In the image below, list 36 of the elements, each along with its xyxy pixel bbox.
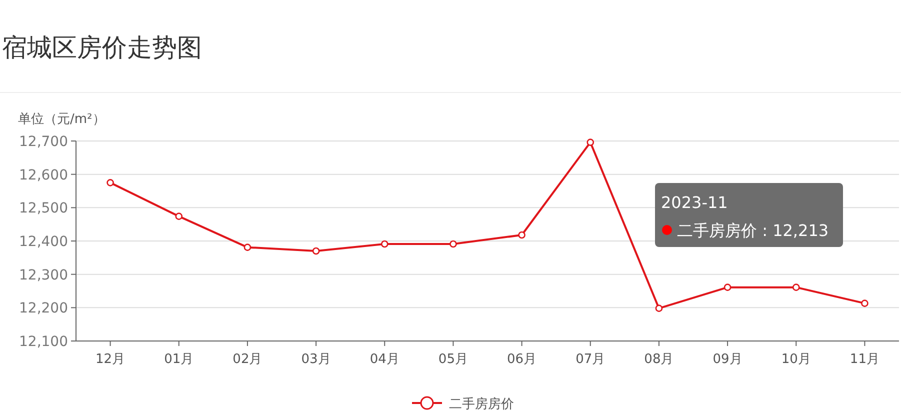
point [792,284,800,291]
x-tick-label: 08月 [644,352,674,367]
point [312,247,320,255]
point [655,304,663,312]
x-tick-label: 07月 [576,352,606,367]
point [518,231,526,239]
point [106,179,114,186]
point [861,300,868,307]
x-tick-label: 09月 [712,352,742,367]
point [175,212,183,220]
point [724,284,732,291]
y-tick-label: 12,300 [19,267,68,284]
x-tick-label: 10月 [781,352,811,367]
x-tick-label: 12月 [96,352,126,367]
y-axis-title: 单位（元/m²） [18,112,106,127]
y-tick-label: 12,100 [19,334,68,350]
y-tick-label: 12,600 [19,167,68,184]
point [450,240,457,248]
legend-label: 二手房房价 [449,396,514,412]
point [244,244,252,251]
y-tick-label: 12,400 [19,234,68,250]
x-tick-label: 11月 [850,352,880,367]
y-tick-label: 12,500 [19,200,68,217]
x-tick-label: 04月 [370,352,400,367]
annotation: 2023-11 [661,193,728,212]
y-tick-label: 12,200 [19,300,68,317]
x-tick-label: 02月 [232,352,262,367]
x-tick-label: 01月 [164,352,194,367]
point [380,240,388,248]
y-tick-label: 12,700 [19,134,68,150]
x-tick-label: 06月 [507,352,537,367]
chart-title: 宿城区房价走势图 [2,33,202,62]
annotation: 二手房房价 : 12,213 [677,221,829,240]
x-tick-label: 03月 [301,352,331,367]
x-tick-label: 05月 [438,352,468,367]
point [586,138,594,146]
